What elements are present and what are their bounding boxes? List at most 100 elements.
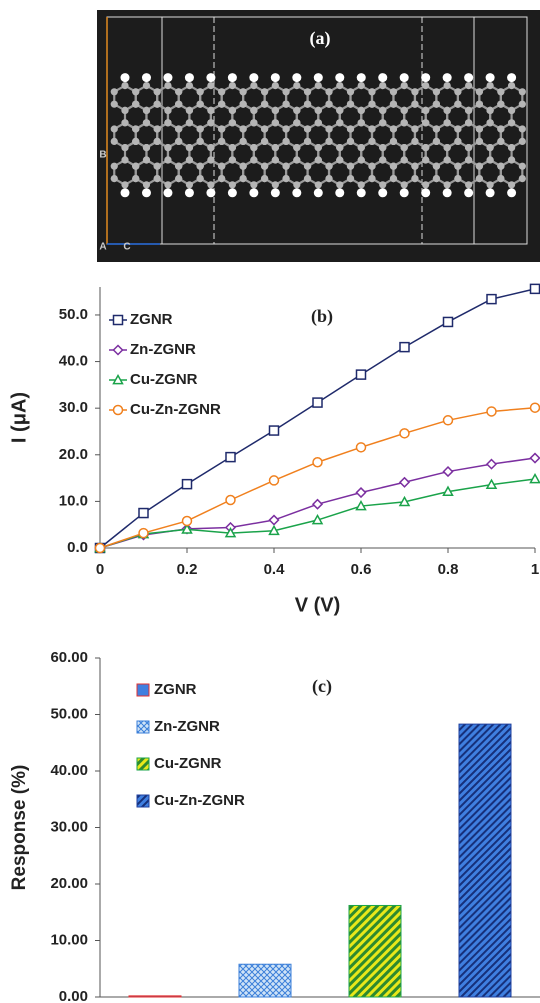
legend-label: ZGNR <box>154 681 197 698</box>
carbon-atom <box>111 175 118 182</box>
bar <box>349 905 401 997</box>
carbon-atom <box>368 101 375 108</box>
axis-label: A <box>99 242 106 253</box>
hydrogen-atom <box>185 188 194 197</box>
carbon-atom <box>272 181 279 188</box>
legend-swatch <box>137 758 149 770</box>
carbon-atom <box>465 156 472 163</box>
carbon-atom <box>519 163 526 170</box>
carbon-atom <box>154 138 161 145</box>
carbon-atom <box>325 88 332 95</box>
carbon-atom <box>218 88 225 95</box>
carbon-atom <box>465 144 472 151</box>
carbon-atom <box>368 125 375 132</box>
hydrogen-atom <box>464 188 473 197</box>
point <box>139 529 148 538</box>
carbon-atom <box>154 88 161 95</box>
y-tick-label: 30.00 <box>50 818 88 835</box>
carbon-atom <box>282 88 289 95</box>
legend-label: Cu-Zn-ZGNR <box>154 792 245 809</box>
hydrogen-atom <box>507 73 516 82</box>
carbon-atom <box>143 82 150 89</box>
hydrogen-atom <box>378 188 387 197</box>
hydrogen-atom <box>271 188 280 197</box>
carbon-atom <box>175 88 182 95</box>
carbon-atom <box>272 156 279 163</box>
carbon-atom <box>164 181 171 188</box>
point <box>313 398 322 407</box>
carbon-atom <box>487 107 494 114</box>
carbon-atom <box>121 119 128 126</box>
carbon-atom <box>218 138 225 145</box>
carbon-atom <box>315 144 322 151</box>
point <box>400 478 409 487</box>
hydrogen-atom <box>443 73 452 82</box>
carbon-atom <box>175 101 182 108</box>
carbon-atom <box>454 175 461 182</box>
carbon-atom <box>121 82 128 89</box>
carbon-atom <box>508 181 515 188</box>
legend-marker <box>114 316 123 325</box>
carbon-atom <box>444 107 451 114</box>
hydrogen-atom <box>507 188 516 197</box>
hydrogen-atom <box>378 73 387 82</box>
carbon-atom <box>175 175 182 182</box>
hydrogen-atom <box>228 188 237 197</box>
carbon-atom <box>186 107 193 114</box>
carbon-atom <box>175 163 182 170</box>
carbon-atom <box>229 144 236 151</box>
y-tick-label: 20.00 <box>50 875 88 892</box>
carbon-atom <box>186 181 193 188</box>
carbon-atom <box>218 175 225 182</box>
carbon-atom <box>347 125 354 132</box>
carbon-atom <box>132 101 139 108</box>
carbon-atom <box>154 163 161 170</box>
carbon-atom <box>121 181 128 188</box>
point <box>313 458 322 467</box>
carbon-atom <box>143 156 150 163</box>
carbon-atom <box>325 175 332 182</box>
carbon-atom <box>444 181 451 188</box>
carbon-atom <box>154 175 161 182</box>
carbon-atom <box>433 88 440 95</box>
carbon-atom <box>164 156 171 163</box>
carbon-atom <box>218 101 225 108</box>
legend-marker <box>114 346 123 355</box>
carbon-atom <box>422 107 429 114</box>
y-tick-label: 30.0 <box>59 399 88 416</box>
carbon-atom <box>390 125 397 132</box>
carbon-atom <box>379 107 386 114</box>
point <box>313 500 322 509</box>
hydrogen-atom <box>443 188 452 197</box>
carbon-atom <box>186 82 193 89</box>
carbon-atom <box>293 144 300 151</box>
carbon-atom <box>368 163 375 170</box>
carbon-atom <box>454 163 461 170</box>
hydrogen-atom <box>163 73 172 82</box>
carbon-atom <box>497 175 504 182</box>
point <box>183 516 192 525</box>
point <box>357 443 366 452</box>
carbon-atom <box>487 144 494 151</box>
point <box>487 295 496 304</box>
x-axis-title: V (V) <box>295 594 341 616</box>
carbon-atom <box>379 144 386 151</box>
carbon-atom <box>411 125 418 132</box>
carbon-atom <box>336 181 343 188</box>
carbon-atom <box>229 107 236 114</box>
carbon-atom <box>476 138 483 145</box>
carbon-atom <box>379 156 386 163</box>
carbon-atom <box>411 175 418 182</box>
carbon-atom <box>347 101 354 108</box>
carbon-atom <box>358 107 365 114</box>
carbon-atom <box>293 119 300 126</box>
carbon-atom <box>272 119 279 126</box>
carbon-atom <box>240 175 247 182</box>
carbon-atom <box>325 125 332 132</box>
point <box>444 467 453 476</box>
carbon-atom <box>315 107 322 114</box>
carbon-atom <box>250 144 257 151</box>
carbon-atom <box>497 101 504 108</box>
carbon-atom <box>293 82 300 89</box>
carbon-atom <box>508 107 515 114</box>
